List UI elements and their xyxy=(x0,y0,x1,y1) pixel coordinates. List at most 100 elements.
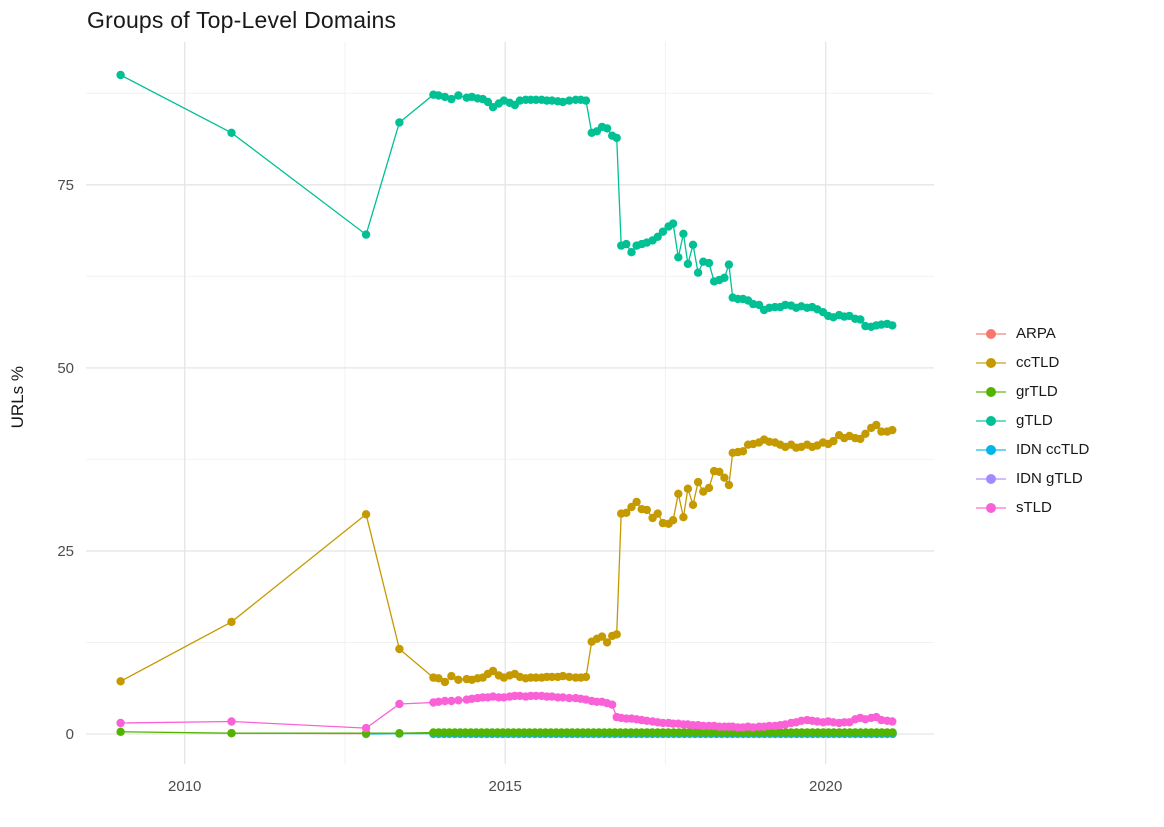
series-cctld-point xyxy=(829,436,838,446)
series-cctld-point xyxy=(558,671,568,681)
legend-marker-idn-gtld-icon xyxy=(976,473,1006,484)
legend-label: IDN gTLD xyxy=(1016,470,1083,487)
series-stld-point xyxy=(558,693,568,702)
legend-item-gtld: gTLD xyxy=(974,406,1089,435)
series-gtld-point xyxy=(704,258,714,268)
series-gtld-point xyxy=(683,259,693,269)
series-cctld-point xyxy=(715,467,724,476)
series-cctld-point xyxy=(704,483,714,493)
series-gtld-point xyxy=(622,239,631,249)
series-gtld-point xyxy=(116,70,125,80)
series-cctld-point xyxy=(395,644,404,654)
series-gtld-point xyxy=(602,124,612,133)
series-grtld-point xyxy=(888,728,897,737)
series-stld-point xyxy=(447,696,456,706)
series-stld-point xyxy=(565,693,574,703)
legend-item-stld: sTLD xyxy=(974,493,1089,522)
y-tick-label: 25 xyxy=(57,543,74,560)
legend-marker-idn-cctld-icon xyxy=(976,444,1006,455)
legend: ARPA ccTLD grTLD gTLD IDN ccTLD IDN gTLD sTLD xyxy=(974,319,1089,522)
series-cctld-point xyxy=(683,484,693,493)
series-cctld-point xyxy=(668,516,678,525)
series-stld-point xyxy=(888,717,897,726)
series-cctld-point xyxy=(597,632,607,641)
series-cctld-point xyxy=(693,477,703,487)
series-cctld-point xyxy=(720,473,729,482)
legend-marker-arpa-icon xyxy=(976,328,1006,339)
series-cctld-point xyxy=(602,638,612,647)
series-cctld-point xyxy=(738,447,748,456)
series-gtld-line xyxy=(120,74,893,328)
series-cctld-point xyxy=(622,508,631,517)
series-gtld-point xyxy=(653,232,662,241)
legend-label: grTLD xyxy=(1016,383,1058,400)
series-gtld-point xyxy=(440,92,450,102)
series-gtld-point xyxy=(674,253,683,262)
y-tick-label: 50 xyxy=(57,360,74,377)
series-cctld-point xyxy=(632,497,641,507)
series-cctld-point xyxy=(116,677,125,686)
series-stld-point xyxy=(608,700,617,709)
series-gtld-point xyxy=(447,94,456,104)
legend-label: IDN ccTLD xyxy=(1016,441,1090,458)
series-gtld-point xyxy=(856,315,865,324)
series-stld-point xyxy=(440,696,450,706)
series-gtld-point xyxy=(227,128,236,137)
series-gtld-point xyxy=(724,260,734,269)
x-tick-label: 2015 xyxy=(489,778,522,795)
series-cctld-point xyxy=(361,510,371,519)
legend-label: ARPA xyxy=(1016,325,1056,342)
series-cctld-point xyxy=(434,674,443,683)
legend-item-grtld: grTLD xyxy=(974,377,1089,406)
series-gtld-point xyxy=(688,240,698,249)
series-cctld-point xyxy=(674,489,683,498)
series-gtld-point xyxy=(395,118,404,127)
legend-label: sTLD xyxy=(1016,499,1052,516)
series-cctld-point xyxy=(877,427,886,436)
legend-marker-stld-icon xyxy=(976,502,1006,513)
series-gtld-point xyxy=(565,96,574,105)
series-gtld-point xyxy=(483,97,493,107)
series-stld-point xyxy=(395,699,404,709)
series-gtld-point xyxy=(754,300,764,310)
chart-title: Groups of Top-Level Domains xyxy=(87,7,397,33)
series-cctld-point xyxy=(627,502,636,512)
series-cctld-point xyxy=(454,675,463,684)
series-gtld-point xyxy=(581,96,591,105)
legend-item-idn-gtld: IDN gTLD xyxy=(974,464,1089,493)
legend-label: ccTLD xyxy=(1016,354,1060,371)
legend-marker-grtld-icon xyxy=(976,386,1006,397)
series-cctld-point xyxy=(565,672,574,682)
series-cctld-point xyxy=(724,480,734,490)
series-cctld-point xyxy=(642,505,651,515)
series-gtld-point xyxy=(612,133,621,143)
series-gtld-point xyxy=(558,97,568,107)
series-gtld-point xyxy=(361,230,371,239)
legend-item-arpa: ARPA xyxy=(974,319,1089,348)
series-cctld-point xyxy=(547,672,557,682)
series-cctld-point xyxy=(581,672,591,682)
series-stld-point xyxy=(361,723,371,733)
legend-item-cctld: ccTLD xyxy=(974,348,1089,377)
series-gtld-point xyxy=(679,229,688,238)
series-cctld-point xyxy=(653,509,662,518)
series-cctld-point xyxy=(440,677,450,687)
series-gtld-point xyxy=(627,248,636,257)
legend-marker-gtld-icon xyxy=(976,415,1006,426)
series-gtld-point xyxy=(693,268,703,277)
series-cctld-point xyxy=(688,500,698,509)
series-gtld-point xyxy=(434,91,443,100)
series-cctld-point xyxy=(612,630,621,639)
series-cctld-point xyxy=(861,429,870,438)
x-tick-label: 2010 xyxy=(168,778,201,795)
series-grtld-point xyxy=(116,727,125,736)
series-cctld-point xyxy=(227,617,236,627)
series-cctld-point xyxy=(888,425,897,435)
series-cctld-point xyxy=(447,671,456,681)
series-stld-point xyxy=(434,697,443,706)
series-cctld-point xyxy=(856,434,865,444)
legend-marker-cctld-icon xyxy=(976,357,1006,368)
legend-label: gTLD xyxy=(1016,412,1053,429)
